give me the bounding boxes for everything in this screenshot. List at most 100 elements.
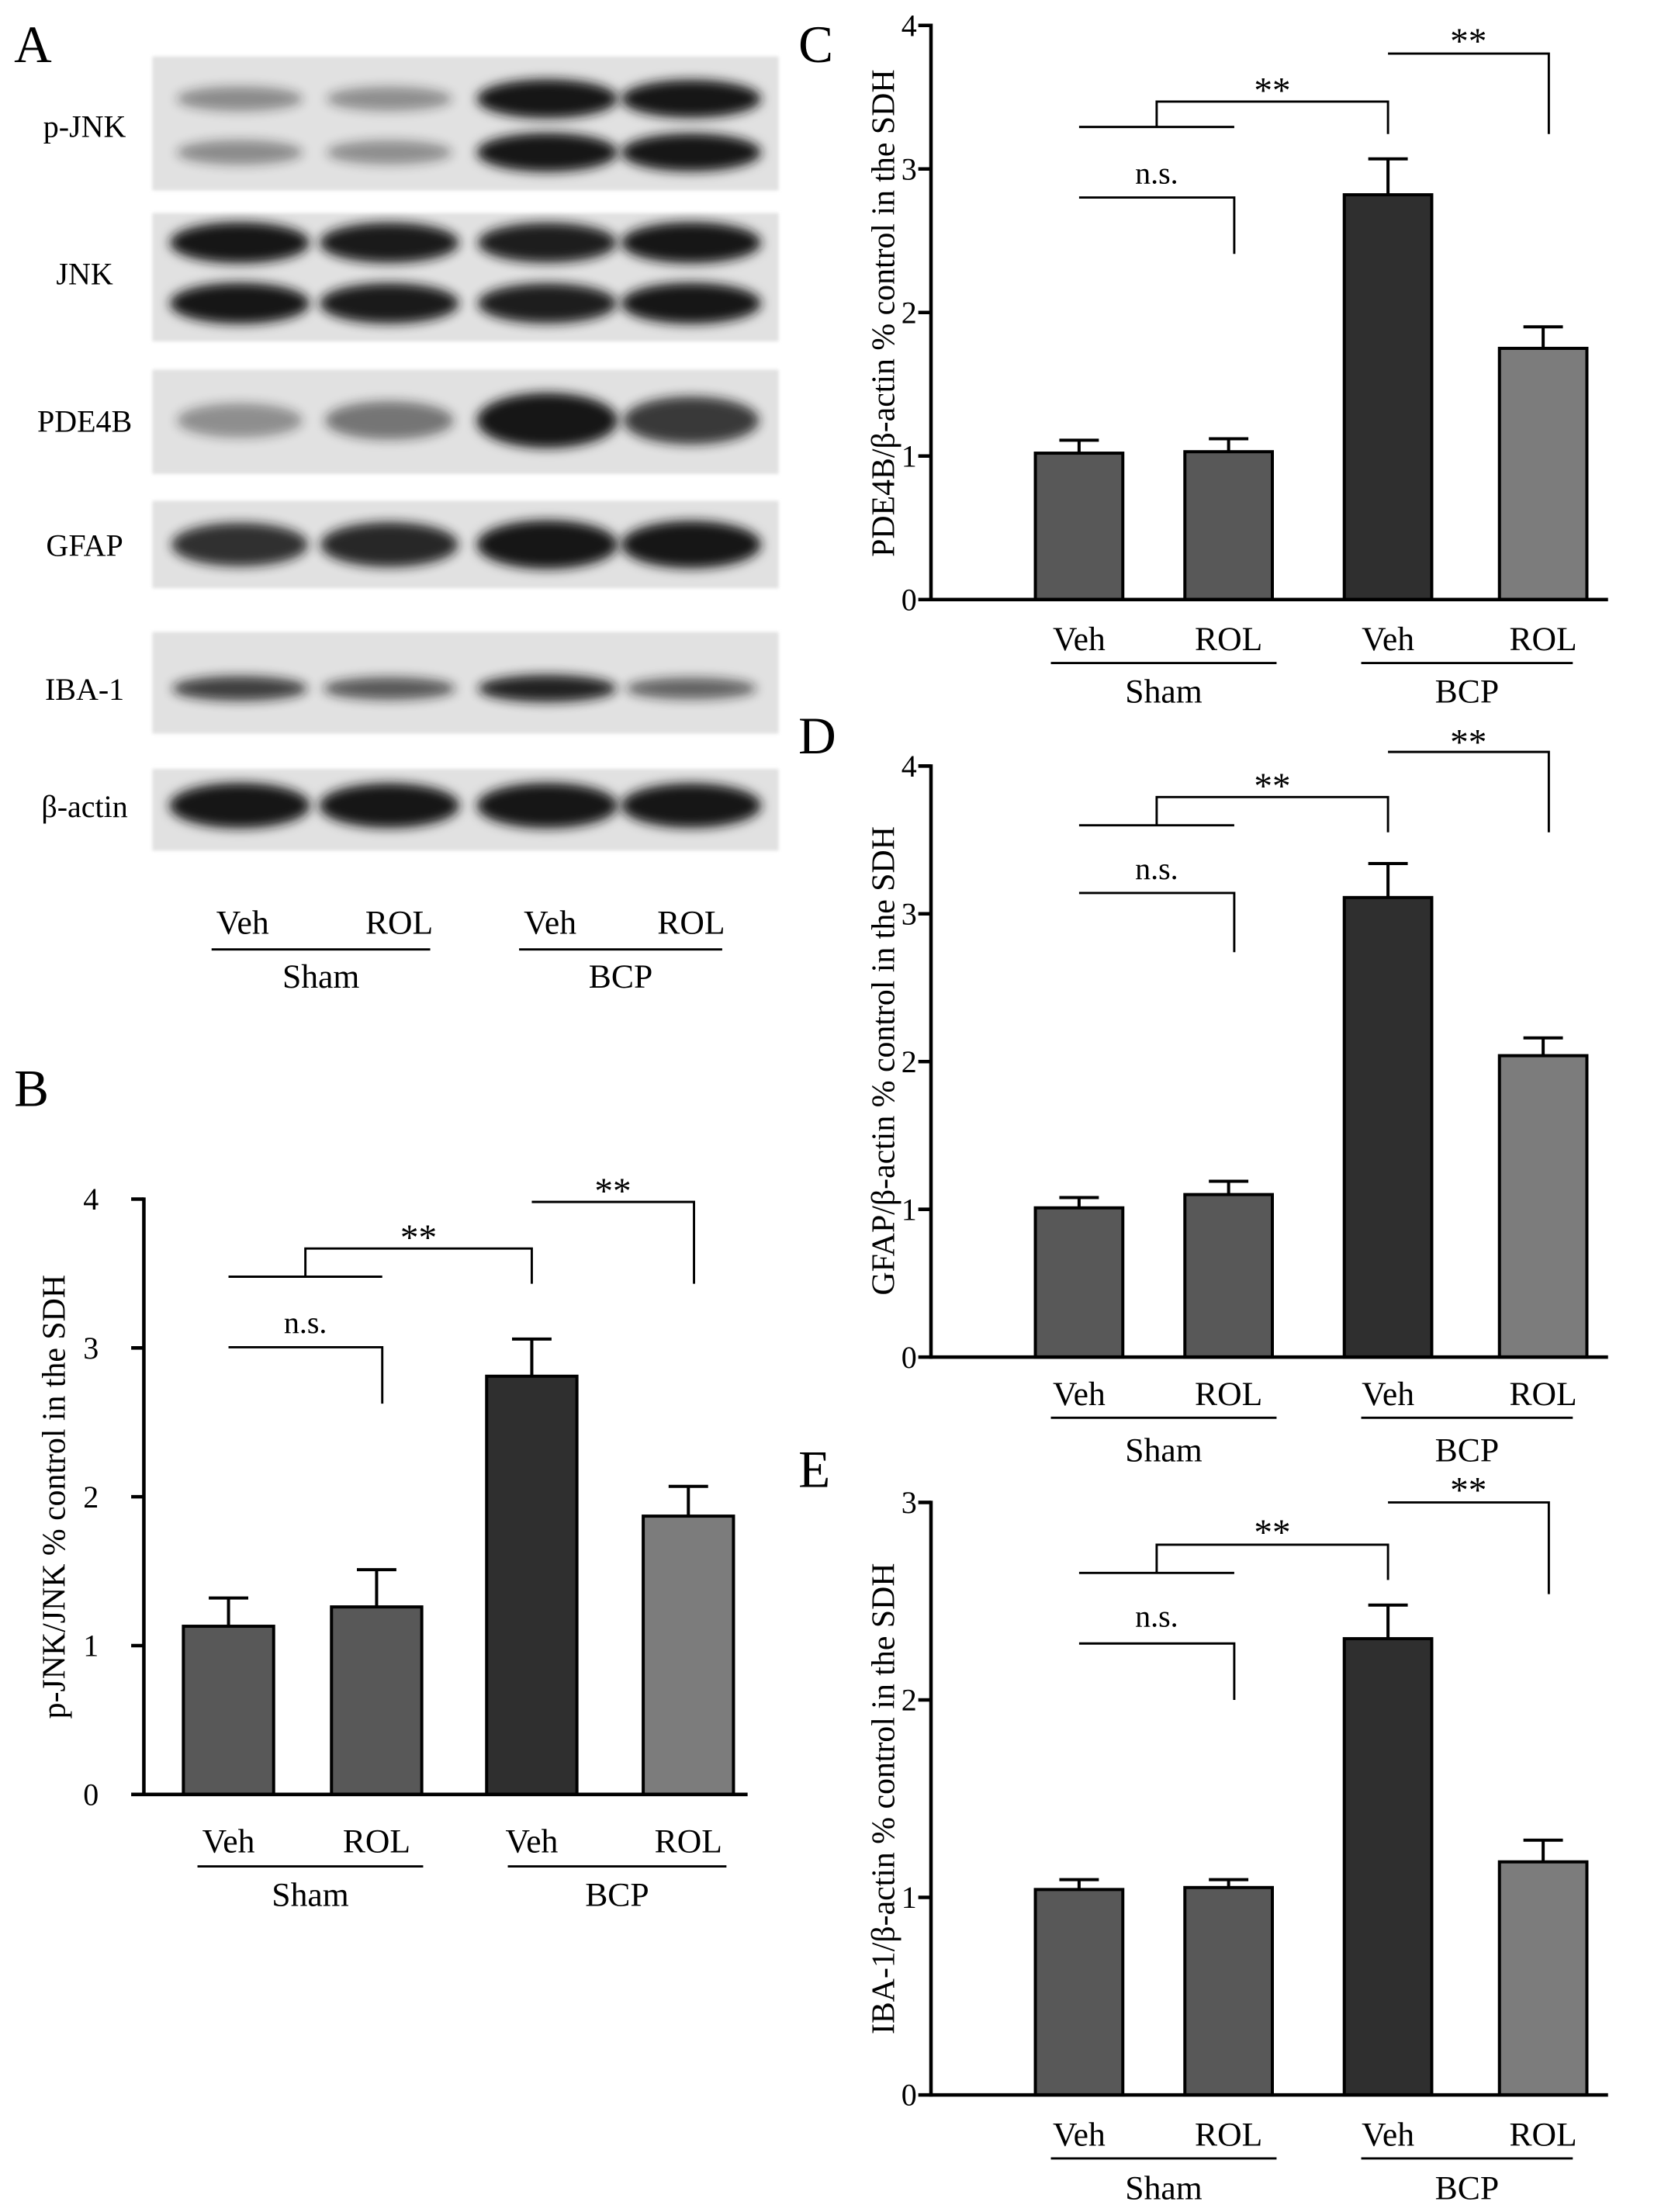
chart-d-significance-label-1: n.s. [1135, 851, 1178, 886]
chart-c-bar-3 [1342, 193, 1434, 601]
band-pde4b-lane-4 [623, 396, 760, 445]
chart-e-bar-3 [1342, 1637, 1434, 2097]
chart-b-bar-4 [642, 1514, 735, 1796]
chart-e-significance-label-2: ** [1254, 1513, 1290, 1553]
chart-b-significance-bracket-2 [228, 1247, 533, 1284]
band-jnk-lane-4-2 [621, 282, 762, 324]
panel-label-e: E [798, 1440, 830, 1498]
chart-d-category-label-2: ROL [1195, 1376, 1262, 1413]
chart-e: E IBA-1/β-actin % control in the SDH Veh RO… [798, 1440, 1608, 2207]
chart-d-bar-3 [1342, 895, 1434, 1359]
band-gfap-lane-1 [171, 522, 309, 566]
chart-c-significance-label-1: n.s. [1135, 155, 1178, 190]
chart-c-category-label-1: Veh [1053, 621, 1106, 658]
band-jnk-lane-3-1 [477, 222, 617, 263]
chart-d-ytick-label-1: 1 [901, 1192, 917, 1227]
blot-label-p-jnk: p-JNK [43, 109, 126, 144]
chart-c-y-axis-label: PDE4B/β-actin % control in the SDH [867, 69, 902, 556]
chart-d-bar-2 [1183, 1193, 1274, 1359]
blot-group-label-2: BCP [589, 958, 652, 995]
blot-label-jnk: JNK [56, 256, 112, 291]
chart-e-significance-bracket-1 [1078, 1642, 1236, 1700]
band-jnk-lane-3-2 [477, 283, 617, 324]
band-gfap-lane-3 [476, 520, 618, 569]
chart-c-significance-bracket-3 [1388, 52, 1550, 134]
chart-e-bar-2 [1183, 1885, 1274, 2097]
chart-c-ytick-label-2: 2 [901, 295, 917, 330]
chart-c-bar-2 [1183, 450, 1274, 601]
panel-label-c: C [798, 16, 833, 74]
chart-b-ytick-label-3: 3 [83, 1331, 99, 1366]
band-p-jnk-lane-3-1 [476, 79, 618, 119]
blot-lane-label-1: Veh [216, 905, 269, 942]
blot-row-gfap: GFAP [46, 500, 779, 589]
chart-b-group-label-2: BCP [585, 1876, 649, 1913]
western-blot-panel: Ap-JNK JNK PDE4B GFAP IBA-1 β-actin Veh ROL Veh R… [14, 16, 779, 995]
band-p-jnk-lane-4-2 [621, 133, 762, 171]
band-p-jnk-lane-1-1 [176, 86, 303, 112]
chart-b-bar-3 [485, 1374, 579, 1796]
band-iba-1-lane-2 [323, 677, 455, 700]
band-pde4b-lane-3 [476, 393, 618, 448]
panel-label-b: B [14, 1059, 49, 1117]
chart-d-category-label-4: ROL [1509, 1376, 1576, 1413]
chart-c-significance-label-3: ** [1450, 22, 1486, 62]
chart-b-category-label-1: Veh [202, 1823, 255, 1860]
panel-label-d: D [798, 707, 836, 765]
chart-b-ytick-label-4: 4 [83, 1182, 99, 1217]
chart-e-category-label-1: Veh [1053, 2117, 1106, 2154]
band-p-jnk-lane-4-1 [621, 79, 762, 118]
blot-row-jnk: JNK [56, 213, 779, 342]
chart-d-ytick-label-3: 3 [901, 896, 917, 931]
band-gfap-lane-4 [621, 521, 762, 569]
chart-b-bar-2 [330, 1605, 424, 1796]
blot-label-iba-1: IBA-1 [45, 672, 124, 707]
chart-c-group-label-1: Sham [1125, 673, 1202, 710]
band-jnk-lane-2-2 [320, 282, 459, 324]
band-p-jnk-lane-3-2 [476, 133, 618, 172]
chart-d-group-label-2: BCP [1435, 1432, 1499, 1469]
chart-b-significance-label-1: n.s. [284, 1305, 327, 1340]
chart-c-significance-bracket-2 [1078, 100, 1389, 134]
chart-c-category-label-2: ROL [1195, 621, 1262, 658]
chart-c-bar-1 [1033, 452, 1125, 601]
chart-e-ytick-label-0: 0 [901, 2078, 917, 2113]
chart-e-significance-bracket-3 [1388, 1501, 1550, 1594]
chart-b-category-label-2: ROL [343, 1823, 410, 1860]
chart-e-ytick-label-1: 1 [901, 1880, 917, 1915]
chart-b-y-axis-label: p-JNK/JNK % control in the SDH [37, 1275, 73, 1719]
blot-group-label-1: Sham [282, 958, 359, 995]
chart-d-ytick-label-0: 0 [901, 1340, 917, 1375]
chart-c-significance-label-2: ** [1254, 71, 1290, 112]
band-iba-1-lane-3 [478, 674, 617, 702]
chart-c-ytick-label-4: 4 [901, 8, 917, 43]
chart-b-significance-label-2: ** [400, 1218, 437, 1258]
band-pde4b-lane-2 [324, 401, 454, 440]
chart-c-bar-4 [1497, 346, 1589, 601]
blot-lane-label-3: Veh [524, 905, 576, 942]
band-p-jnk-lane-1-2 [176, 140, 303, 165]
chart-e-ytick-label-2: 2 [901, 1683, 917, 1718]
blot-row-iba-1: IBA-1 [45, 632, 779, 734]
band-jnk-lane-1-1 [169, 222, 310, 264]
chart-e-significance-label-3: ** [1450, 1470, 1486, 1511]
panel-label-a: A [14, 16, 52, 74]
chart-e-ytick-label-3: 3 [901, 1485, 917, 1520]
chart-e-category-label-2: ROL [1195, 2117, 1262, 2154]
chart-c-category-label-4: ROL [1509, 621, 1576, 658]
band-iba-1-lane-4 [625, 677, 757, 700]
chart-d-bar-4 [1497, 1054, 1589, 1359]
band-beta-actin-lane-2 [319, 783, 460, 829]
chart-d-significance-label-3: ** [1450, 723, 1486, 763]
chart-d-category-label-1: Veh [1053, 1376, 1106, 1413]
chart-d-category-label-3: Veh [1362, 1376, 1414, 1413]
band-pde4b-lane-1 [177, 403, 303, 438]
chart-d: D GFAP/β-actin % control in the SDH Veh ROL… [798, 707, 1608, 1469]
chart-c: C PDE4B/β-actin % control in the SDH Veh RO… [798, 8, 1608, 710]
band-beta-actin-lane-1 [169, 782, 310, 829]
chart-b-ytick-label-1: 1 [83, 1629, 99, 1663]
chart-d-bar-1 [1033, 1206, 1125, 1359]
band-iba-1-lane-1 [172, 676, 308, 701]
chart-c-ytick-label-0: 0 [901, 582, 917, 617]
